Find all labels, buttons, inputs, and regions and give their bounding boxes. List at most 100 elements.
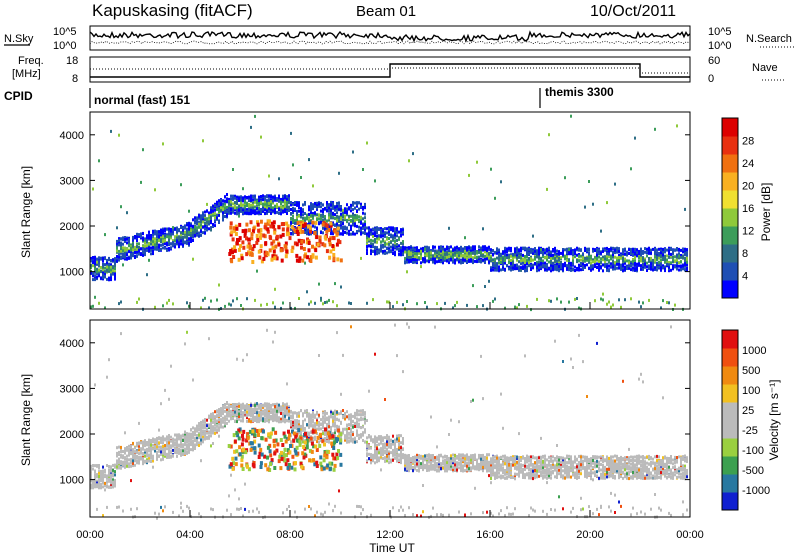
echo-cell: [574, 265, 576, 269]
echo-cell: [148, 453, 150, 457]
echo-cell: [138, 455, 140, 459]
echo-cell: [226, 209, 228, 213]
echo-cell: [566, 258, 568, 262]
echo-cell: [556, 254, 558, 258]
echo-cell: [130, 243, 132, 247]
echo-cell: [668, 301, 670, 305]
echo-cell: [282, 210, 284, 214]
echo-cell: [454, 250, 456, 254]
echo-cell: [190, 229, 192, 233]
echo-cell: [590, 264, 592, 268]
echo-cell: [336, 257, 340, 262]
echo-cell: [562, 251, 564, 254]
echo-cell: [262, 198, 264, 202]
echo-cell: [154, 247, 156, 251]
echo-cell: [388, 237, 390, 240]
echo-cell: [328, 213, 330, 217]
echo-cell: [214, 208, 216, 212]
echo-cell: [188, 209, 190, 213]
echo-cell: [142, 442, 144, 446]
echo-cell: [410, 245, 412, 249]
echo-cell: [508, 257, 510, 261]
echo-cell: [236, 297, 238, 301]
echo-cell: [280, 205, 282, 209]
echo-cell: [94, 477, 96, 481]
echo-cell: [536, 253, 538, 256]
echo-cell: [172, 232, 174, 236]
echo-cell: [490, 256, 492, 260]
echo-cell: [394, 227, 396, 231]
echo-cell: [90, 305, 92, 309]
echo-cell: [406, 246, 408, 250]
echo-cell: [318, 217, 320, 221]
echo-cell: [520, 246, 522, 250]
echo-cell: [344, 225, 346, 229]
echo-cell: [98, 471, 100, 475]
echo-cell: [112, 485, 114, 489]
echo-cell: [678, 252, 680, 256]
echo-cell: [450, 250, 452, 254]
echo-cell: [376, 231, 378, 234]
echo-cell: [522, 257, 524, 261]
echo-cell: [118, 457, 120, 461]
echo-cell: [606, 246, 608, 250]
echo-cell: [100, 474, 102, 478]
echo-cell: [118, 505, 120, 509]
echo-cell: [618, 262, 620, 266]
echo-cell: [648, 257, 650, 260]
echo-cell: [500, 180, 502, 184]
echo-cell: [376, 234, 378, 238]
echo-cell: [264, 202, 266, 206]
echo-cell: [110, 484, 112, 488]
echo-cell: [650, 262, 652, 266]
echo-cell: [256, 220, 259, 225]
echo-cell: [366, 234, 368, 238]
echo-cell: [376, 236, 378, 240]
echo-cell: [530, 257, 532, 261]
echo-cell: [142, 452, 144, 456]
echo-cell: [444, 248, 446, 252]
echo-cell: [662, 247, 664, 251]
echo-cell: [128, 244, 130, 247]
echo-cell: [516, 253, 518, 257]
echo-cell: [250, 212, 252, 216]
echo-cell: [126, 461, 128, 465]
echo-cell: [470, 249, 472, 253]
echo-cell: [454, 246, 456, 250]
echo-cell: [150, 456, 152, 459]
echo-cell: [594, 299, 596, 303]
echo-cell: [262, 256, 266, 261]
echo-cell: [94, 262, 96, 265]
echo-cell: [590, 268, 592, 272]
echo-cell: [148, 233, 150, 237]
echo-cell: [546, 187, 548, 191]
echo-cell: [456, 246, 458, 250]
echo-cell: [194, 225, 196, 229]
echo-cell: [124, 456, 126, 460]
echo-cell: [656, 268, 658, 272]
echo-cell: [118, 253, 120, 257]
echo-cell: [520, 256, 522, 260]
echo-cell: [166, 248, 168, 252]
echo-cell: [104, 275, 106, 279]
echo-cell: [114, 470, 116, 474]
echo-cell: [524, 247, 526, 251]
echo-cell: [594, 260, 596, 264]
echo-cell: [672, 264, 674, 268]
echo-cell: [154, 232, 156, 236]
echo-cell: [440, 260, 442, 264]
echo-cell: [642, 301, 644, 305]
echo-cell: [676, 267, 678, 271]
echo-cell: [92, 187, 94, 191]
echo-cell: [146, 448, 148, 452]
echo-cell: [242, 211, 244, 215]
echo-cell: [268, 207, 270, 211]
echo-cell: [564, 254, 566, 258]
echo-cell: [620, 256, 622, 260]
echo-cell: [278, 207, 280, 211]
echo-cell: [245, 252, 249, 257]
echo-cell: [114, 261, 116, 265]
echo-cell: [118, 255, 120, 259]
echo-cell: [360, 202, 362, 206]
echo-cell: [144, 439, 146, 443]
